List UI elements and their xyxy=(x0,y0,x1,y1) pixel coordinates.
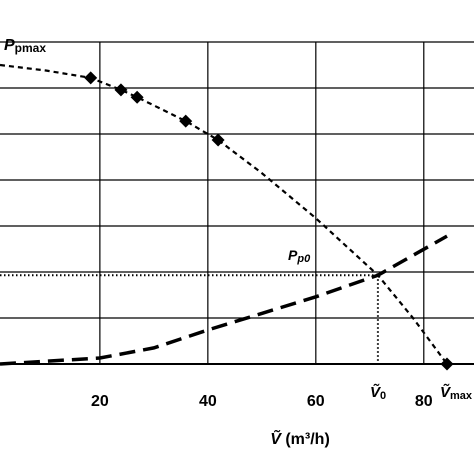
ppmax-main: P xyxy=(4,37,15,54)
x-tick-label: 80 xyxy=(415,393,433,410)
data-point xyxy=(84,71,98,85)
x-tick-label: 60 xyxy=(307,393,325,410)
pp0-sub: p0 xyxy=(296,253,311,265)
vmax-label: Ṽmax xyxy=(440,383,473,402)
x-tick-label: 40 xyxy=(199,393,217,410)
ppmax-sub: pmax xyxy=(15,41,47,55)
data-point xyxy=(114,83,128,97)
v0-main: Ṽ xyxy=(370,383,382,401)
v0-label: Ṽ0 xyxy=(370,383,386,402)
vmax-main: Ṽ xyxy=(440,383,452,401)
plot-layer: 20 40 60 80 xyxy=(0,41,474,410)
v0-sub: 0 xyxy=(380,390,386,402)
pp0-label: Pp0 xyxy=(288,247,311,265)
x-axis-label-main: Ṽ xyxy=(270,428,282,448)
x-axis-label: Ṽ (m³/h) xyxy=(270,428,330,448)
data-line xyxy=(0,234,448,366)
data-line xyxy=(0,63,448,365)
data-point xyxy=(179,114,193,128)
data-point xyxy=(130,90,144,104)
x-tick-label: 20 xyxy=(91,393,109,410)
x-axis-label-rest: (m³/h) xyxy=(281,431,330,448)
data-point xyxy=(440,357,454,371)
data-point xyxy=(211,133,225,147)
ppmax-label: Ppmax xyxy=(4,37,46,55)
pp0-main: P xyxy=(288,247,298,263)
vmax-sub: max xyxy=(450,390,473,402)
